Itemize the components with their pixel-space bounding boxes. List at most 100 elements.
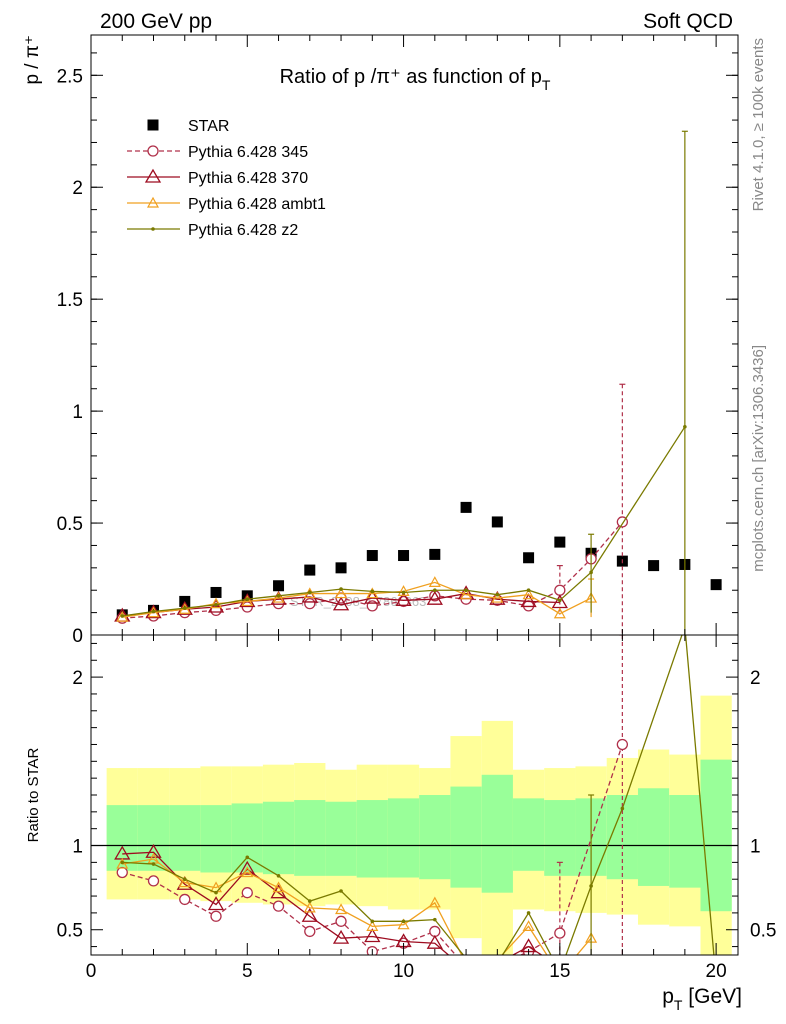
legend-marker-ambt1	[146, 196, 160, 208]
main-point-z2	[120, 614, 125, 618]
ratio-point-z2	[182, 877, 187, 882]
main-point-z2	[589, 570, 593, 575]
main-point-p345	[554, 584, 566, 596]
ratio-point-z2	[151, 862, 156, 866]
main-point-z2	[558, 598, 562, 603]
ratio-y-tick-label: 0.5	[57, 921, 83, 942]
main-point-ambt1	[460, 588, 473, 600]
main-y-tick-label: 0	[72, 626, 83, 647]
main-point-ambt1	[522, 588, 535, 600]
legend-label-z2: Pythia 6.428 z2	[188, 222, 298, 239]
ratio-point-p345	[272, 900, 285, 912]
main-y-tick-label: 1	[72, 402, 83, 423]
ratio-point-ambt1	[178, 876, 191, 888]
ratio-point-p345	[461, 962, 471, 972]
ratio-band-green	[325, 801, 357, 876]
ratio-band-green	[700, 759, 732, 912]
main-point-z2	[464, 588, 468, 593]
main-point-STAR	[460, 501, 472, 513]
ratio-point-p345	[147, 875, 160, 887]
ratio-point-ambt1	[496, 953, 498, 955]
ratio-y-tick-label-right: 1	[750, 837, 761, 858]
main-point-STAR	[429, 548, 441, 560]
main-point-STAR	[710, 579, 722, 591]
ratio-y-tick-label-right: 2	[750, 668, 761, 689]
ratio-band-green	[200, 805, 232, 873]
main-point-ambt1	[397, 585, 410, 596]
ratio-line-p370	[122, 851, 543, 955]
ratio-band-green	[137, 805, 170, 871]
header-right: Soft QCD	[643, 10, 733, 33]
main-plot-panel: STAR_2008_S7869363 00.511.522.5 Ratio of…	[22, 34, 739, 647]
main-y-tick-label: 1.5	[57, 290, 83, 311]
main-point-ambt1	[210, 597, 223, 609]
main-point-p370	[426, 590, 443, 605]
ratio-point-z2	[464, 957, 468, 961]
ratio-point-p370	[364, 928, 381, 943]
ratio-band-green	[169, 805, 201, 871]
main-point-p370	[520, 593, 537, 608]
legend: STAR Pythia 6.428 345 Pythia 6.428 370 Pyth…	[127, 118, 326, 239]
x-tick-label: 15	[549, 961, 570, 982]
main-point-STAR	[523, 552, 535, 564]
main-point-z2	[276, 594, 281, 598]
main-point-ambt1	[272, 591, 285, 603]
ratio-band-green	[356, 800, 388, 878]
ratio-point-z2	[120, 860, 125, 865]
ratio-point-z2	[307, 899, 312, 903]
legend-marker-p370	[144, 168, 162, 183]
ratio-line-p345	[122, 744, 623, 955]
main-point-ambt1	[241, 595, 254, 607]
main-point-STAR	[554, 536, 566, 548]
ratio-point-p345	[210, 910, 222, 922]
main-y-tick-label: 0.5	[57, 514, 83, 535]
main-point-ambt1	[116, 610, 129, 622]
ratio-point-p370	[301, 907, 318, 922]
ratio-point-z2	[526, 911, 531, 915]
ratio-point-p345	[335, 915, 347, 927]
ratio-point-z2	[276, 874, 281, 878]
x-tick-label: 20	[706, 961, 727, 982]
ratio-point-p345	[554, 927, 566, 939]
ratio-point-z2	[370, 919, 375, 924]
ratio-band-green	[450, 786, 482, 888]
x-axis-label: pT [GeV]	[662, 985, 742, 1013]
main-point-p345	[366, 600, 378, 612]
main-point-z2	[151, 609, 156, 614]
main-title: Ratio of p /π⁺ as function of pT	[280, 66, 551, 93]
main-point-STAR	[366, 550, 378, 562]
main-point-ambt1	[428, 576, 441, 587]
ratio-band-green	[262, 801, 295, 875]
main-point-z2	[683, 424, 687, 429]
legend-marker-STAR	[147, 119, 159, 131]
ratio-line-ambt1	[122, 858, 592, 955]
main-point-p370	[395, 592, 412, 606]
ratio-point-ambt1	[461, 958, 471, 967]
main-point-z2	[526, 588, 531, 593]
ratio-point-z2	[214, 890, 218, 895]
ratio-point-p370	[145, 843, 162, 858]
ratio-point-z2	[589, 884, 593, 888]
main-point-z2	[339, 587, 343, 591]
ratio-point-p370	[332, 929, 350, 944]
ratio-point-p345	[241, 887, 253, 899]
main-point-STAR	[491, 516, 503, 528]
legend-label-STAR: STAR	[188, 118, 229, 135]
legend-label-ambt1: Pythia 6.428 ambt1	[188, 196, 326, 213]
ratio-y-tick-label-right: 0.5	[750, 921, 776, 942]
header-left: 200 GeV pp	[100, 10, 212, 33]
main-point-ambt1	[553, 607, 566, 619]
ratio-point-ambt1	[116, 857, 129, 869]
ratio-point-p370	[459, 963, 473, 975]
ratio-point-p345	[304, 925, 316, 938]
ratio-point-ambt1	[428, 896, 441, 908]
legend-marker-z2	[151, 227, 155, 231]
ratio-point-p345	[616, 738, 629, 751]
ratio-y-tick-label: 1	[72, 837, 83, 858]
side-label-rivet: Rivet 4.1.0, ≥ 100k events	[750, 38, 767, 211]
legend-label-p345: Pythia 6.428 345	[188, 144, 308, 161]
ratio-point-p345	[179, 893, 191, 906]
ratio-point-p370	[239, 860, 256, 875]
x-tick-label: 10	[393, 961, 414, 982]
side-label-mcplots: mcplots.cern.ch [arXiv:1306.3436]	[750, 345, 767, 572]
